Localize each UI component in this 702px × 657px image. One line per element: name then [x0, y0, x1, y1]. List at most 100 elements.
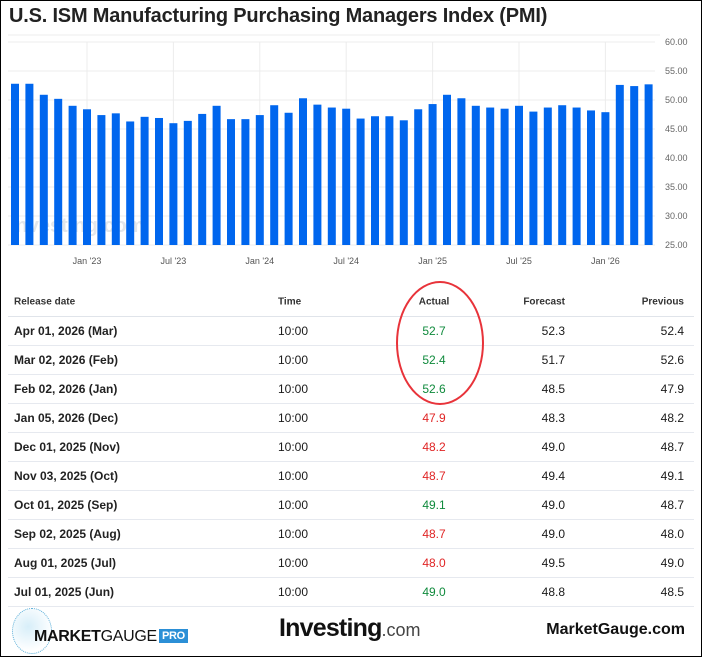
bar[interactable]: [11, 83, 19, 245]
bar[interactable]: [39, 94, 48, 245]
release-date: Feb 02, 2026 (Jan): [14, 382, 118, 396]
x-tick-label: Jul '25: [506, 256, 532, 266]
header-forecast[interactable]: Forecast: [523, 296, 565, 308]
forecast-value: 49.5: [541, 556, 565, 570]
bar[interactable]: [630, 86, 639, 245]
previous-value: 49.1: [660, 469, 684, 483]
forecast-value: 51.7: [541, 353, 565, 367]
release-time: 10:00: [278, 440, 309, 454]
header-time[interactable]: Time: [278, 296, 302, 308]
bar[interactable]: [385, 116, 394, 246]
actual-value: 47.9: [422, 411, 446, 425]
previous-value: 48.0: [660, 527, 684, 541]
y-tick-label: 25.00: [665, 240, 688, 250]
bar[interactable]: [111, 113, 120, 245]
bar[interactable]: [356, 118, 365, 245]
bar[interactable]: [299, 98, 307, 245]
release-time: 10:00: [278, 585, 309, 599]
x-tick-label: Jan '24: [245, 256, 274, 266]
forecast-value: 49.0: [541, 527, 565, 541]
release-time: 10:00: [278, 411, 309, 425]
bar[interactable]: [183, 120, 192, 245]
bar[interactable]: [471, 105, 480, 245]
bar[interactable]: [83, 109, 91, 245]
x-tick-label: Jul '23: [161, 256, 187, 266]
forecast-value: 49.4: [541, 469, 565, 483]
actual-value: 48.7: [422, 469, 446, 483]
bar[interactable]: [615, 84, 624, 245]
previous-value: 52.4: [660, 324, 684, 338]
x-tick-label: Jan '26: [591, 256, 620, 266]
actual-value: 52.6: [422, 382, 446, 396]
pro-badge: PRO: [158, 629, 188, 643]
release-time: 10:00: [278, 353, 309, 367]
actual-value: 52.7: [422, 324, 446, 338]
bar[interactable]: [486, 107, 495, 245]
bar[interactable]: [558, 105, 567, 245]
header-previous[interactable]: Previous: [641, 296, 684, 308]
bar[interactable]: [601, 112, 610, 246]
pmi-bar-chart: Investing.com 60.0055.0050.0045.0040.003…: [8, 34, 688, 266]
logo-text-gauge: GAUGE: [100, 628, 158, 645]
bar[interactable]: [457, 98, 466, 245]
release-date: Mar 02, 2026 (Feb): [14, 353, 119, 367]
bar[interactable]: [227, 119, 235, 245]
bar[interactable]: [572, 107, 581, 245]
header-actual[interactable]: Actual: [418, 296, 450, 308]
investing-logo-dotcom: .com: [381, 620, 421, 640]
table-row: Sep 02, 2025 (Aug) 10:00 48.7 49.0 48.0: [8, 520, 694, 549]
bar[interactable]: [443, 94, 451, 245]
bar[interactable]: [327, 107, 336, 245]
x-tick-label: Jan '23: [73, 256, 102, 266]
bar[interactable]: [500, 108, 509, 245]
bar[interactable]: [68, 105, 77, 245]
y-tick-label: 60.00: [665, 37, 688, 47]
release-time: 10:00: [278, 382, 309, 396]
bar[interactable]: [515, 105, 523, 245]
bar[interactable]: [414, 109, 423, 245]
table-row: Mar 02, 2026 (Feb) 10:00 52.4 51.7 52.6: [8, 346, 694, 375]
marketgauge-pro-logo: MARKETGAUGE PRO: [12, 608, 202, 654]
bar[interactable]: [313, 104, 322, 245]
bar[interactable]: [371, 116, 379, 246]
bar[interactable]: [644, 84, 653, 245]
bar[interactable]: [25, 83, 34, 245]
bar[interactable]: [198, 113, 207, 245]
previous-value: 49.0: [660, 556, 684, 570]
actual-value: 49.0: [422, 585, 446, 599]
bar[interactable]: [587, 110, 595, 245]
bar[interactable]: [212, 105, 221, 245]
table-row: Jul 01, 2025 (Jun) 10:00 49.0 48.8 48.5: [8, 578, 694, 607]
bar[interactable]: [97, 115, 106, 245]
bar[interactable]: [255, 115, 264, 245]
bar[interactable]: [126, 121, 135, 245]
bar[interactable]: [543, 107, 552, 245]
previous-value: 47.9: [660, 382, 684, 396]
footer: MARKETGAUGE PRO Investing.com MarketGauge…: [0, 600, 702, 656]
bar[interactable]: [140, 116, 149, 245]
release-date: Jan 05, 2026 (Dec): [14, 411, 119, 425]
actual-value: 48.7: [422, 527, 446, 541]
bar[interactable]: [399, 120, 408, 245]
bar[interactable]: [428, 104, 437, 245]
y-tick-label: 30.00: [665, 211, 688, 221]
bar[interactable]: [54, 98, 63, 245]
table-row: Aug 01, 2025 (Jul) 10:00 48.0 49.5 49.0: [8, 549, 694, 578]
bar[interactable]: [529, 111, 538, 245]
release-time: 10:00: [278, 527, 309, 541]
bar[interactable]: [284, 112, 293, 245]
forecast-value: 48.3: [541, 411, 565, 425]
bar[interactable]: [169, 123, 178, 245]
table-header: Release date Time Actual Forecast Previo…: [8, 288, 694, 317]
bar[interactable]: [270, 105, 279, 245]
bar[interactable]: [155, 117, 163, 245]
actual-value: 48.2: [422, 440, 446, 454]
bar[interactable]: [241, 119, 250, 245]
release-date: Apr 01, 2026 (Mar): [14, 324, 118, 338]
actual-value: 49.1: [422, 498, 446, 512]
bar[interactable]: [342, 108, 351, 245]
y-tick-label: 50.00: [665, 95, 688, 105]
header-release-date[interactable]: Release date: [14, 296, 76, 308]
actual-value: 48.0: [422, 556, 446, 570]
release-date: Aug 01, 2025 (Jul): [14, 556, 117, 570]
